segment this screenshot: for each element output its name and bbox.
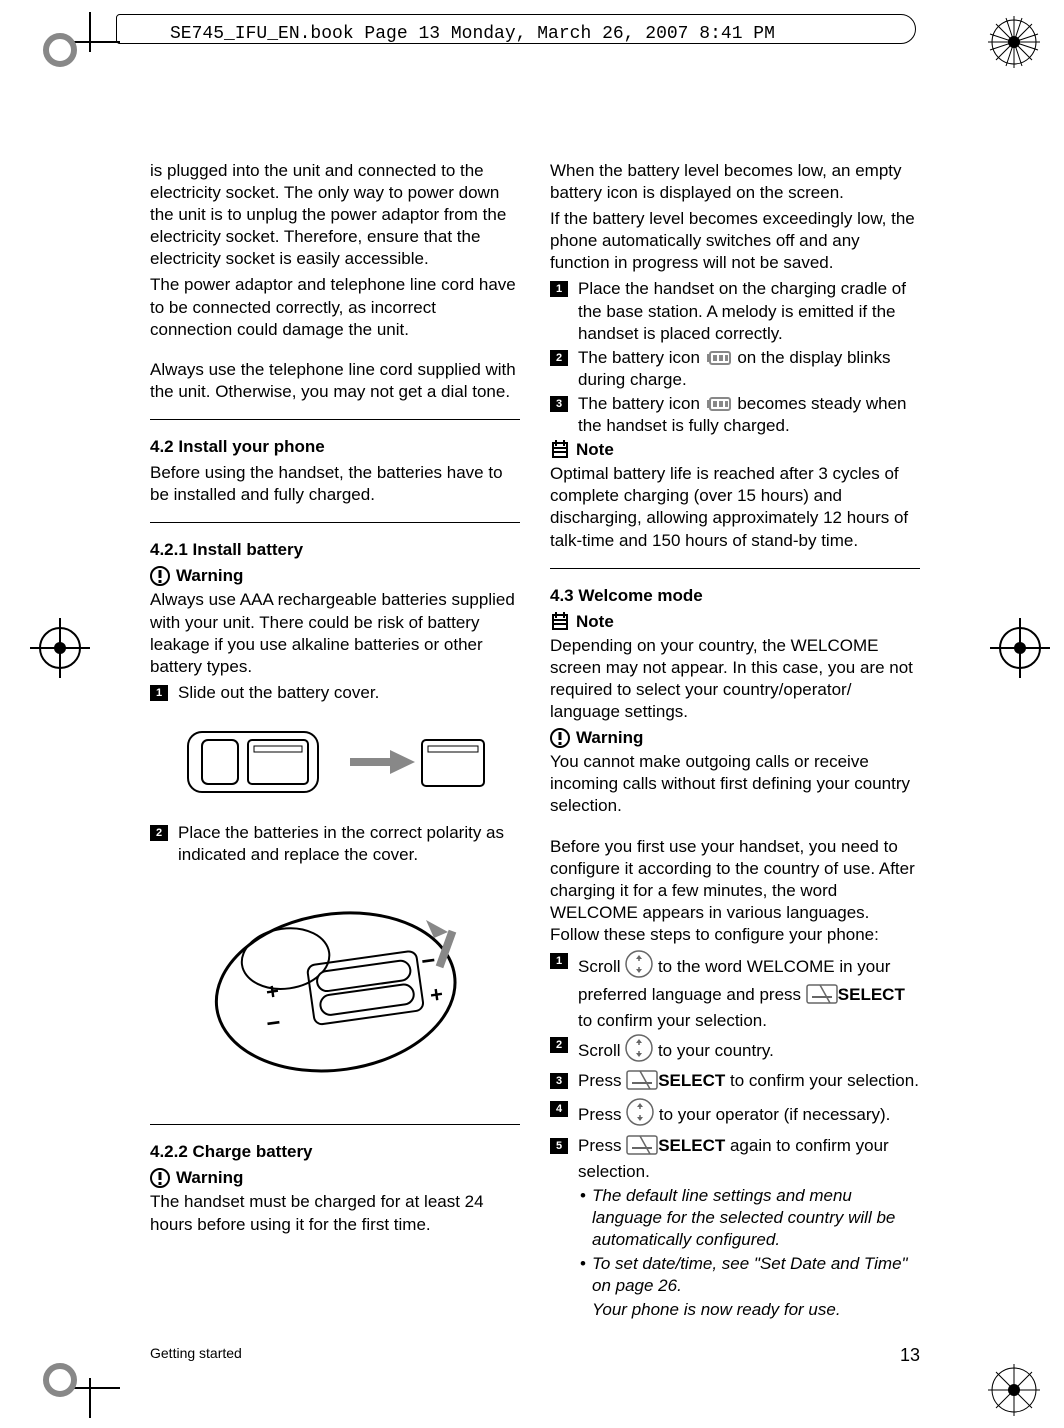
warning-label: Warning [150, 565, 520, 587]
svg-text:−: − [265, 1009, 283, 1038]
body-text: Before you first use your handset, you n… [550, 836, 920, 946]
warning-label: Warning [550, 727, 920, 749]
battery-icon [705, 396, 733, 412]
divider [550, 568, 920, 569]
page-footer: Getting started 13 [150, 1345, 920, 1366]
body-text: Always use AAA rechargeable batteries su… [150, 589, 520, 677]
left-column: is plugged into the unit and connected t… [150, 160, 520, 1325]
svg-text:−: − [420, 947, 438, 976]
list-item: 1Slide out the battery cover. [150, 682, 520, 704]
subsection-heading: 4.2.2 Charge battery [150, 1141, 520, 1163]
list-item: 3 Press SELECT to confirm your selection… [550, 1070, 920, 1096]
divider [150, 522, 520, 523]
section-heading: 4.2 Install your phone [150, 436, 520, 458]
body-text: Depending on your country, the WELCOME s… [550, 635, 920, 723]
print-header: SE745_IFU_EN.book Page 13 Monday, March … [170, 24, 775, 44]
soft-key-icon [626, 1135, 658, 1155]
list-item: 5 Press SELECT again to confirm your sel… [550, 1135, 920, 1183]
body-text: The power adaptor and telephone line cor… [150, 274, 520, 340]
body-text: Your phone is now ready for use. [550, 1299, 920, 1321]
svg-text:+: + [264, 978, 280, 1005]
body-text: Always use the telephone line cord suppl… [150, 359, 520, 403]
result-list: The default line settings and menu langu… [550, 1185, 920, 1297]
divider [150, 419, 520, 420]
warning-icon [550, 728, 570, 748]
scroll-key-icon [625, 950, 653, 978]
list-item: 2Place the batteries in the correct pola… [150, 822, 520, 866]
step-number: 1 [150, 685, 168, 701]
illustration-battery-cover [150, 710, 520, 816]
list-item: 4 Press to your operator (if necessary). [550, 1098, 920, 1132]
list-item: 1Place the handset on the charging cradl… [550, 278, 920, 344]
note-icon [550, 440, 570, 460]
note-label: Note [550, 439, 920, 461]
list-item: 1 Scroll to the word WELCOME in your pre… [550, 950, 920, 1032]
step-number: 2 [550, 350, 568, 366]
soft-key-icon [806, 984, 838, 1004]
body-text: The handset must be charged for at least… [150, 1191, 520, 1235]
body-text: is plugged into the unit and connected t… [150, 160, 520, 270]
section-heading: 4.3 Welcome mode [550, 585, 920, 607]
step-number: 5 [550, 1138, 568, 1154]
illustration-batteries: + − − + [150, 872, 520, 1108]
step-number: 1 [550, 953, 568, 969]
battery-icon [705, 350, 733, 366]
warning-icon [150, 566, 170, 586]
step-number: 3 [550, 1073, 568, 1089]
warning-label: Warning [150, 1167, 520, 1189]
step-number: 1 [550, 281, 568, 297]
note-text: Note [576, 611, 614, 633]
warning-icon [150, 1168, 170, 1188]
divider [150, 1124, 520, 1125]
footer-section: Getting started [150, 1345, 242, 1366]
list-item: 2 The battery icon on the display blinks… [550, 347, 920, 391]
scroll-key-icon [626, 1098, 654, 1126]
step-number: 4 [550, 1101, 568, 1117]
warning-text: Warning [176, 565, 243, 587]
step-number: 2 [150, 825, 168, 841]
soft-key-icon [626, 1070, 658, 1090]
page-number: 13 [900, 1345, 920, 1366]
note-text: Note [576, 439, 614, 461]
body-text: Optimal battery life is reached after 3 … [550, 463, 920, 551]
list-item: To set date/time, see "Set Date and Time… [580, 1253, 920, 1297]
list-item: 2 Scroll to your country. [550, 1034, 920, 1068]
note-label: Note [550, 611, 920, 633]
note-icon [550, 612, 570, 632]
body-text: If the battery level becomes exceedingly… [550, 208, 920, 274]
right-column: When the battery level becomes low, an e… [550, 160, 920, 1325]
body-text: When the battery level becomes low, an e… [550, 160, 920, 204]
body-text: You cannot make outgoing calls or receiv… [550, 751, 920, 817]
body-text: Before using the handset, the batteries … [150, 462, 520, 506]
warning-text: Warning [176, 1167, 243, 1189]
step-number: 2 [550, 1037, 568, 1053]
subsection-heading: 4.2.1 Install battery [150, 539, 520, 561]
step-number: 3 [550, 396, 568, 412]
list-item: The default line settings and menu langu… [580, 1185, 920, 1251]
page-content: is plugged into the unit and connected t… [150, 160, 920, 1325]
scroll-key-icon [625, 1034, 653, 1062]
warning-text: Warning [576, 727, 643, 749]
list-item: 3 The battery icon becomes steady when t… [550, 393, 920, 437]
svg-text:+: + [428, 981, 444, 1008]
